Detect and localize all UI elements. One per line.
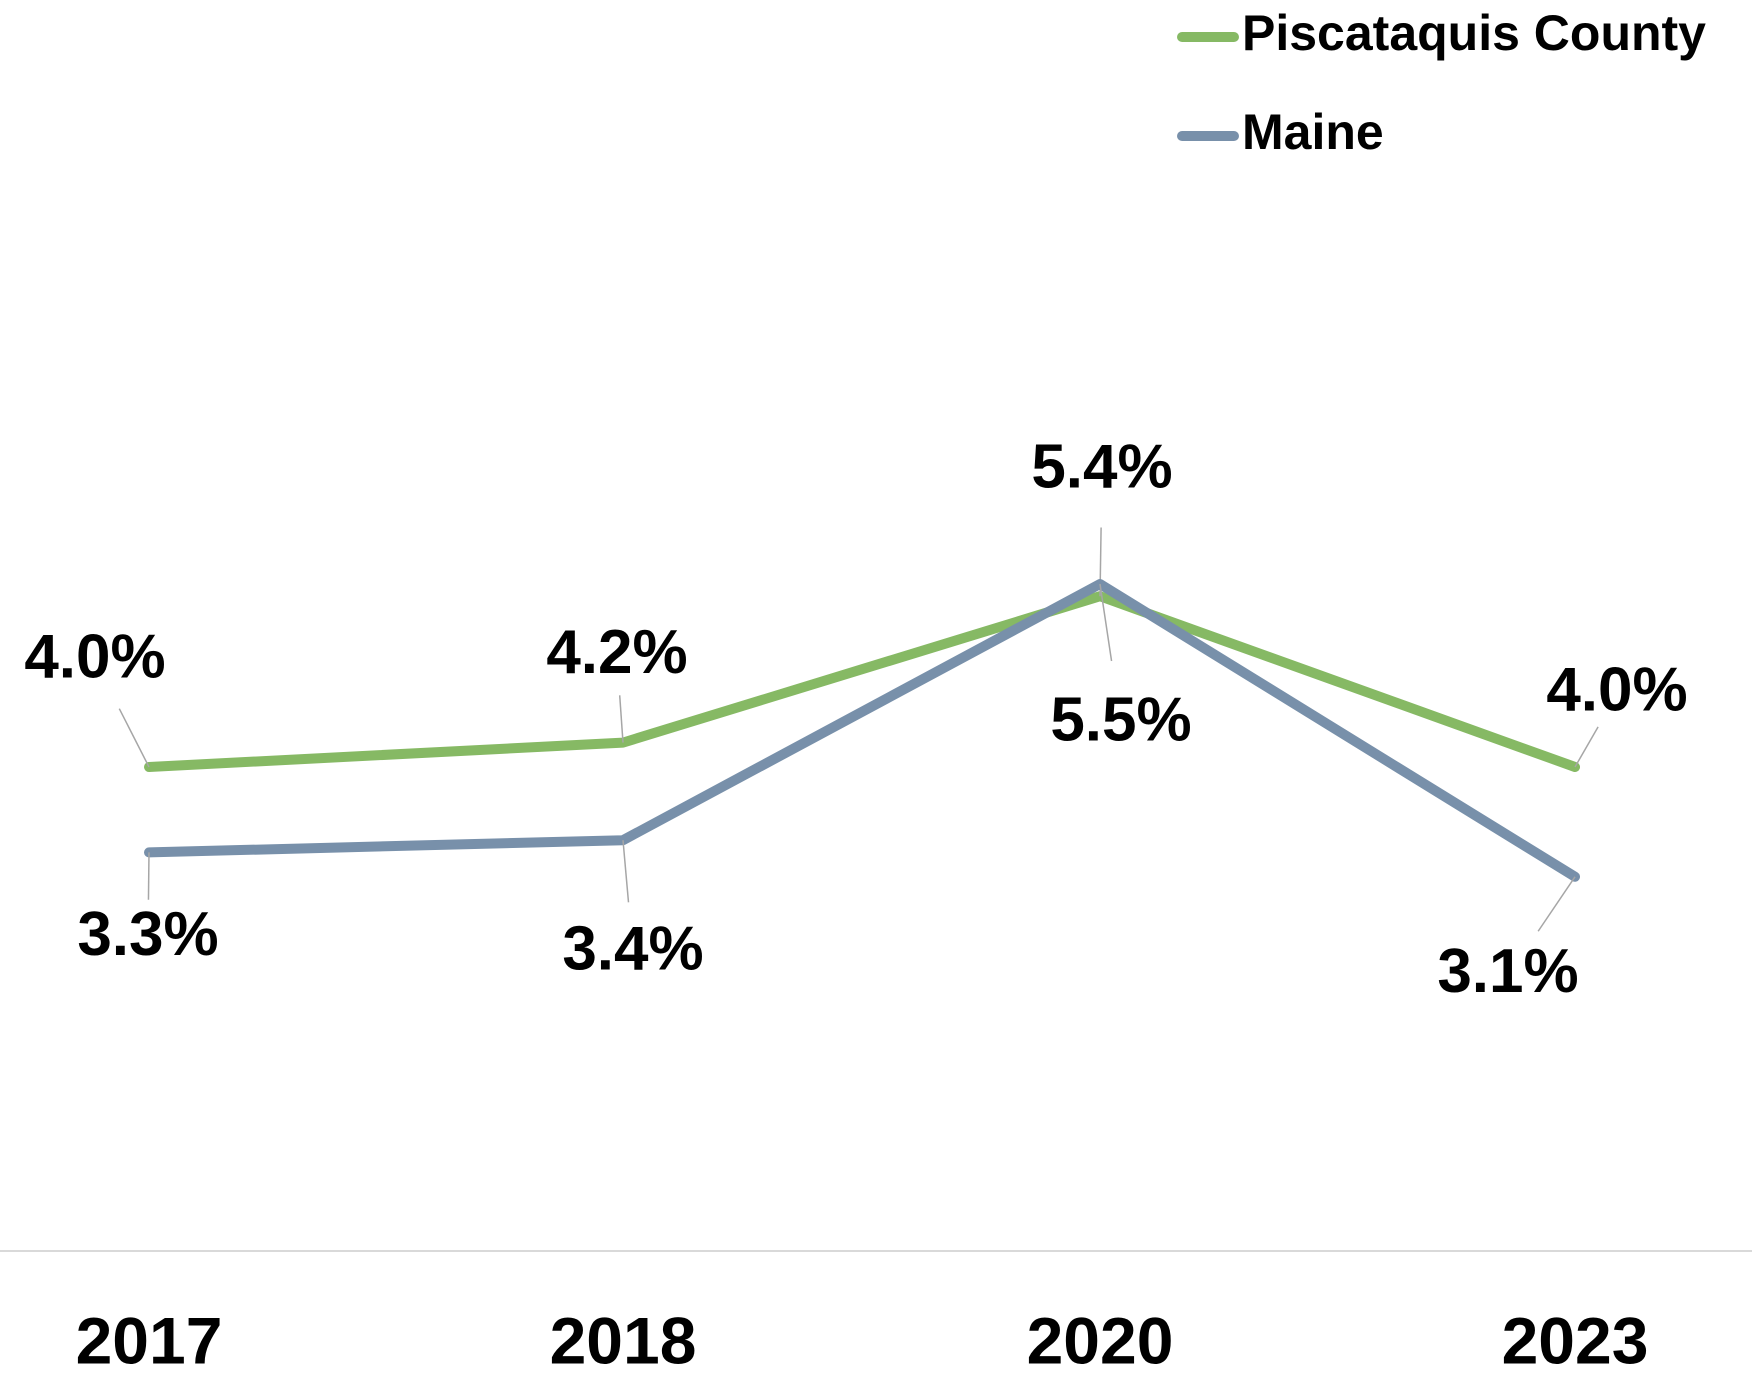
legend-label: Piscataquis County — [1242, 5, 1706, 61]
leader-line — [147, 852, 150, 900]
x-tick-label: 2017 — [76, 1303, 223, 1377]
leader-line — [1574, 726, 1599, 768]
data-label: 3.1% — [1437, 937, 1578, 1006]
data-label: 4.0% — [24, 622, 165, 691]
leader-line — [618, 695, 624, 743]
leader-line — [1099, 583, 1113, 662]
leader-line — [622, 840, 630, 903]
data-label: 5.4% — [1031, 433, 1172, 502]
data-label: 4.2% — [546, 618, 687, 687]
data-label: 5.5% — [1050, 685, 1191, 754]
line-series — [144, 591, 1580, 772]
x-tick-label: 2023 — [1502, 1303, 1649, 1377]
leader-line — [1537, 876, 1576, 932]
data-label: 3.4% — [562, 915, 703, 984]
data-label: 3.3% — [77, 900, 218, 969]
line-series — [144, 579, 1580, 882]
x-tick-label: 2018 — [550, 1303, 697, 1377]
x-tick-label: 2020 — [1027, 1303, 1174, 1377]
leader-line — [118, 708, 150, 768]
legend-label: Maine — [1242, 104, 1384, 160]
data-label: 4.0% — [1546, 655, 1687, 724]
